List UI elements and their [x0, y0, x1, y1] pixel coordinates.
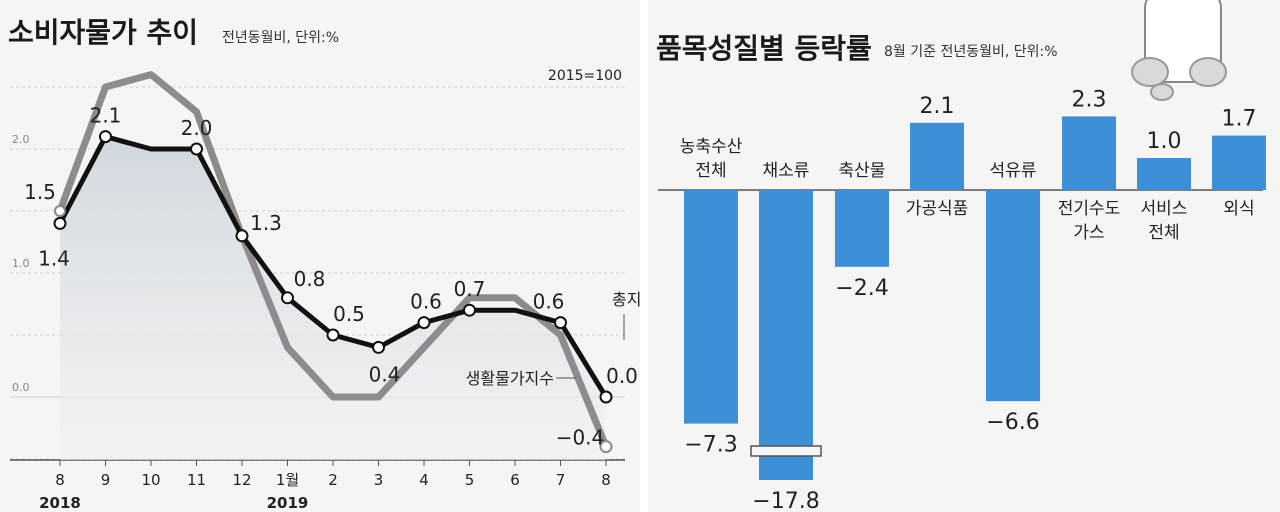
category-label: 농축수산	[680, 137, 743, 157]
point-total	[281, 291, 294, 305]
panel-divider	[640, 0, 648, 512]
legend-living-cost: 생활물가지수	[466, 369, 554, 388]
data-label-total: 0.6	[533, 290, 565, 314]
x-tick-label: 9	[101, 471, 111, 489]
car-icon	[1131, 0, 1227, 101]
x-tick-label: 1월	[276, 471, 299, 489]
data-label-total: 0.4	[369, 362, 401, 386]
x-tick-label: 2	[328, 471, 338, 489]
cpi-trend-chart: 소비자물가 추이 전년동월비, 단위:% 2015=100 0.0 1.0 2.0 1.4 2…	[8, 16, 640, 512]
x-tick-label: 11	[187, 471, 206, 489]
data-label-total: 0.7	[454, 277, 486, 301]
category-label: 가스	[1073, 223, 1104, 243]
car-wheel	[1189, 57, 1227, 87]
year-label: 2019	[267, 494, 309, 512]
value-label: −2.4	[835, 276, 888, 301]
point-total	[326, 328, 340, 342]
bar	[759, 190, 813, 480]
value-label: −17.8	[752, 489, 819, 512]
bar	[986, 190, 1040, 402]
point-living-cost	[54, 205, 66, 217]
category-label: 전체	[1148, 223, 1179, 243]
point-total	[99, 130, 112, 144]
bar	[684, 190, 738, 424]
data-label-total: 1.3	[250, 211, 282, 235]
data-label-total: 0.0	[606, 364, 638, 388]
point-total	[190, 142, 203, 156]
series-line-living-cost	[56, 71, 610, 448]
base-year-note: 2015=100	[548, 68, 622, 84]
category-label: 가공식품	[906, 199, 969, 219]
y-tick-label: 2.0	[12, 133, 30, 146]
category-label: 외식	[1223, 199, 1254, 219]
bar	[1212, 135, 1266, 190]
data-label-living-cost: −0.4	[556, 426, 605, 450]
x-tick-label: 10	[141, 471, 160, 489]
x-tick-label: 5	[465, 471, 475, 489]
value-label: −6.6	[986, 410, 1039, 435]
car-wheel	[1131, 57, 1169, 87]
axis-break	[750, 445, 822, 457]
x-tick-label: 7	[556, 471, 566, 489]
category-label: 석유류	[990, 161, 1037, 181]
point-total	[53, 216, 67, 230]
value-label: 2.3	[1072, 87, 1107, 112]
line-chart-svg: 소비자물가 추이 전년동월비, 단위:% 2015=100 0.0 1.0 2.0 1.4 2…	[8, 16, 640, 512]
bar	[1137, 158, 1191, 190]
data-label-total: 1.4	[38, 246, 70, 270]
point-total	[463, 303, 476, 317]
category-label: 축산물	[839, 161, 886, 181]
point-total	[417, 316, 431, 330]
value-label: −7.3	[684, 433, 737, 458]
data-label-total: 0.6	[410, 290, 442, 314]
year-label: 2018	[39, 494, 81, 512]
point-total	[599, 390, 613, 404]
category-label: 서비스	[1141, 199, 1188, 219]
x-tick-label: 8	[601, 471, 611, 489]
y-tick-label: 1.0	[12, 257, 30, 270]
x-tick-label: 8	[55, 471, 65, 489]
chart-title: 소비자물가 추이	[8, 16, 198, 49]
value-label: 1.7	[1222, 107, 1257, 132]
chart-title: 품목성질별 등락률	[656, 32, 872, 65]
chart-subtitle: 전년동월비, 단위:%	[222, 30, 339, 46]
x-tick-label: 3	[374, 471, 384, 489]
y-tick-label: 0.0	[12, 381, 30, 394]
point-living-cost	[599, 440, 613, 454]
data-label-total: 0.8	[294, 267, 326, 291]
category-label: 채소류	[763, 161, 810, 181]
bar	[910, 122, 964, 190]
bar	[1062, 116, 1116, 190]
value-label: 2.1	[920, 94, 955, 119]
point-total	[372, 340, 385, 354]
point-total	[235, 229, 249, 243]
x-tick-label: 4	[419, 471, 429, 489]
category-label: 전체	[695, 161, 726, 181]
data-label-living-cost: 1.5	[24, 180, 56, 204]
data-label-total: 2.0	[181, 116, 213, 140]
area-fill	[60, 136, 606, 460]
data-label-total: 2.1	[90, 104, 122, 128]
bar	[835, 190, 889, 267]
x-tick-label: 6	[510, 471, 520, 489]
value-label: 1.0	[1147, 129, 1182, 154]
point-total	[554, 316, 567, 330]
category-label: 전기수도	[1058, 199, 1121, 219]
data-label-total: 0.5	[333, 302, 365, 326]
legend-total: 총지수	[612, 290, 640, 309]
car-wheel	[1150, 83, 1174, 101]
x-tick-label: 12	[232, 471, 251, 489]
chart-subtitle: 8월 기준 전년동월비, 단위:%	[884, 44, 1058, 60]
